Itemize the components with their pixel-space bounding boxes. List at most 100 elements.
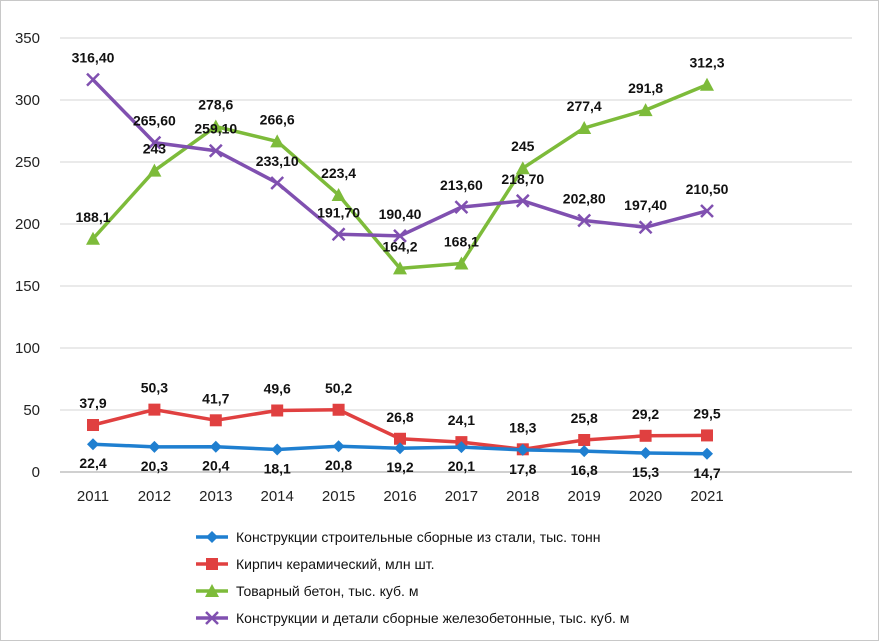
point-marker <box>393 229 407 243</box>
data-label: 278,6 <box>198 97 233 113</box>
point-marker <box>701 447 713 460</box>
y-tick-label: 50 <box>23 402 40 419</box>
data-label: 37,9 <box>79 395 106 411</box>
legend-item: Конструкции строительные сборные из стал… <box>196 529 600 545</box>
point-marker <box>578 434 591 447</box>
data-label: 20,3 <box>141 458 168 474</box>
data-label: 50,3 <box>141 380 168 396</box>
point-marker <box>515 161 530 175</box>
point-marker <box>638 103 653 117</box>
point-marker <box>270 134 285 148</box>
series-2 <box>86 77 714 275</box>
point-marker <box>332 440 345 453</box>
point-marker <box>206 558 218 570</box>
data-label: 266,6 <box>260 111 295 127</box>
point-marker <box>454 200 469 215</box>
data-label: 29,2 <box>632 406 659 422</box>
data-label: 19,2 <box>386 459 413 475</box>
point-marker <box>639 447 652 460</box>
point-marker <box>515 193 530 208</box>
point-marker <box>271 443 284 456</box>
y-tick-label: 100 <box>15 340 40 357</box>
point-marker <box>577 213 592 228</box>
point-marker <box>147 135 162 150</box>
data-label: 20,8 <box>325 457 352 473</box>
data-label: 14,7 <box>693 465 720 481</box>
point-marker <box>700 77 714 91</box>
point-marker <box>87 438 99 451</box>
x-tick-label: 2020 <box>629 488 662 505</box>
data-label: 168,1 <box>444 234 479 250</box>
point-marker <box>205 611 219 625</box>
point-marker <box>86 231 100 245</box>
x-tick-label: 2018 <box>506 488 539 505</box>
data-label: 41,7 <box>202 390 229 406</box>
y-tick-label: 250 <box>15 154 40 171</box>
data-label: 202,80 <box>563 191 606 207</box>
point-marker <box>394 442 406 455</box>
data-label: 259,10 <box>194 121 237 137</box>
point-marker <box>578 445 591 458</box>
data-label: 191,70 <box>317 204 360 220</box>
point-marker <box>209 440 222 453</box>
x-tick-label: 2012 <box>138 488 171 505</box>
y-tick-label: 300 <box>15 92 40 109</box>
legend-label: Конструкции и детали сборные железобетон… <box>236 610 629 626</box>
data-label: 188,1 <box>75 209 110 225</box>
point-marker <box>701 429 713 442</box>
point-marker <box>208 143 223 158</box>
legend: Конструкции строительные сборные из стал… <box>196 529 629 626</box>
point-marker <box>87 419 99 432</box>
point-marker <box>454 256 469 270</box>
data-label: 20,1 <box>448 458 475 474</box>
point-marker <box>208 119 223 133</box>
data-label: 213,60 <box>440 177 483 193</box>
x-tick-label: 2014 <box>261 488 294 505</box>
data-label: 15,3 <box>632 464 659 480</box>
point-marker <box>86 72 100 87</box>
data-labels: 22,4 20,3 20,4 18,1 20,8 19,2 20,1 17,8 16,8 15,3… <box>72 50 729 481</box>
data-label: 24,1 <box>448 412 475 428</box>
series-group <box>86 72 714 460</box>
data-label: 20,4 <box>202 458 229 474</box>
data-label: 197,40 <box>624 197 667 213</box>
x-tick-label: 2017 <box>445 488 478 505</box>
point-marker <box>331 227 346 242</box>
data-label: 26,8 <box>386 409 413 425</box>
x-tick-label: 2011 <box>77 488 109 505</box>
point-marker <box>147 163 162 177</box>
data-label: 18,1 <box>264 461 291 477</box>
data-label: 243 <box>143 141 167 157</box>
data-label: 29,5 <box>693 405 720 421</box>
y-tick-label: 150 <box>15 278 40 295</box>
x-tick-label: 2019 <box>568 488 601 505</box>
data-label: 49,6 <box>264 380 291 396</box>
x-tick-label: 2013 <box>199 488 232 505</box>
series-0 <box>87 438 713 460</box>
data-label: 291,8 <box>628 80 663 96</box>
data-label: 190,40 <box>379 206 422 222</box>
data-label: 312,3 <box>689 55 724 71</box>
data-label: 277,4 <box>567 98 602 114</box>
data-label: 17,8 <box>509 461 536 477</box>
y-tick-label: 200 <box>15 216 40 233</box>
point-marker <box>394 432 406 445</box>
gridlines <box>60 37 852 411</box>
legend-item: Конструкции и детали сборные железобетон… <box>196 610 629 626</box>
point-marker <box>516 443 529 456</box>
point-marker <box>270 176 285 190</box>
data-label: 218,70 <box>501 171 544 187</box>
data-label: 245 <box>511 138 535 154</box>
point-marker <box>332 403 345 416</box>
y-tick-label: 0 <box>32 464 40 481</box>
point-marker <box>205 584 219 597</box>
x-tick-label: 2016 <box>383 488 416 505</box>
data-label: 22,4 <box>79 455 106 471</box>
data-label: 233,10 <box>256 153 299 169</box>
data-label: 164,2 <box>382 238 417 254</box>
legend-label: Товарный бетон, тыс. куб. м <box>236 583 418 599</box>
point-marker <box>455 441 468 454</box>
data-label: 223,4 <box>321 165 356 181</box>
